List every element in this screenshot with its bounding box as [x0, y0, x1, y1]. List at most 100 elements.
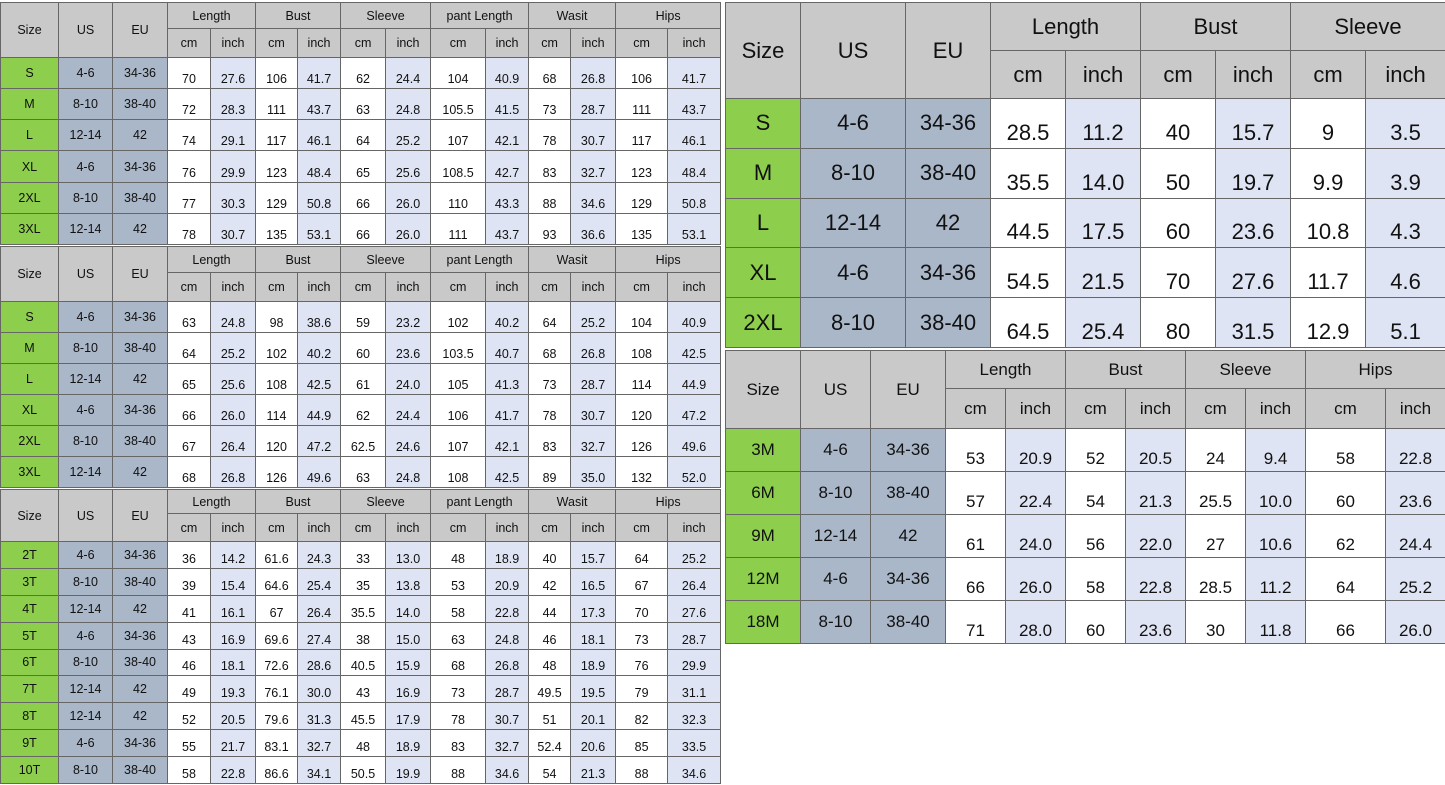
eu-size-cell: 34-36: [112, 394, 168, 426]
cm-value-cell: 43: [340, 675, 387, 704]
cm-value-cell: 83: [528, 150, 572, 183]
cm-value-cell: 111: [255, 88, 299, 121]
table-row: L 12-14 42 74 29.1 117 46.1 64 25.2 107 42.1 78 30.7…: [0, 119, 722, 152]
inch-value-cell: 23.6: [1125, 600, 1186, 644]
inch-value-cell: 20.6: [570, 729, 617, 757]
eu-size-cell: 38-40: [870, 471, 946, 515]
measure-group-header: Length: [166, 2, 257, 29]
us-size-cell: 8-10: [800, 600, 871, 644]
cm-value-cell: 40: [528, 541, 572, 569]
cm-value-cell: 73: [528, 363, 572, 395]
unit-inch-header: inch: [485, 28, 530, 58]
size-cell: M: [725, 147, 801, 199]
cm-value-cell: 62.5: [340, 425, 387, 457]
cm-value-cell: 73: [528, 88, 572, 121]
unit-cm-header: cm: [528, 272, 572, 302]
eu-size-cell: 42: [112, 119, 168, 152]
inch-value-cell: 30.3: [209, 181, 257, 214]
table-row: 2XL 8-10 38-40 64.5 25.4 80 31.5 12.9 5.1: [725, 297, 1445, 348]
header-row-units: cm inch cm inch cm inch cm inch cm inch cm inch: [1, 28, 722, 58]
table-row: 3M 4-6 34-36 53 20.9 52 20.5 24 9.4 58 22.8: [725, 428, 1445, 472]
cm-value-cell: 67: [255, 594, 299, 623]
inch-value-cell: 28.3: [209, 88, 257, 121]
eu-header: EU: [905, 2, 991, 99]
inch-value-cell: 18.1: [209, 648, 257, 677]
us-size-cell: 12-14: [58, 363, 113, 395]
inch-value-cell: 30.7: [570, 394, 617, 426]
size-cell: S: [0, 56, 59, 90]
cm-value-cell: 35.5: [990, 147, 1066, 199]
table-row: 2XL 8-10 38-40 67 26.4 120 47.2 62.5 24.6 107 42.1…: [0, 425, 722, 457]
inch-value-cell: 24.8: [209, 301, 257, 333]
eu-size-cell: 38-40: [112, 425, 168, 457]
inch-value-cell: 31.3: [297, 702, 342, 731]
eu-size-cell: 42: [870, 514, 946, 558]
measure-group-header: Hips: [615, 489, 722, 514]
cm-value-cell: 58: [167, 756, 211, 784]
cm-value-cell: 55: [167, 729, 211, 757]
size-cell: 10T: [0, 756, 59, 784]
cm-value-cell: 120: [255, 425, 299, 457]
table-row: 3T 8-10 38-40 39 15.4 64.6 25.4 35 13.8 53 20.9 42 1…: [0, 567, 722, 596]
cm-value-cell: 58: [1065, 557, 1126, 601]
cm-value-cell: 63: [430, 621, 487, 650]
cm-value-cell: 51: [528, 702, 572, 731]
measure-group-header: Wasit: [528, 246, 617, 273]
table-row: S 4-6 34-36 70 27.6 106 41.7 62 24.4 104 40.9 68 26.…: [0, 56, 722, 90]
cm-value-cell: 106: [615, 56, 669, 90]
eu-header: EU: [870, 350, 946, 429]
cm-value-cell: 54.5: [990, 247, 1066, 299]
cm-value-cell: 80: [1140, 297, 1217, 348]
unit-inch-header: inch: [667, 272, 722, 302]
table-row: 18M 8-10 38-40 71 28.0 60 23.6 30 11.8 66 26.0: [725, 600, 1445, 644]
cm-value-cell: 79.6: [255, 702, 299, 731]
cm-value-cell: 108: [255, 363, 299, 395]
cm-value-cell: 35.5: [340, 594, 387, 623]
inch-value-cell: 20.9: [1005, 428, 1066, 472]
measure-group-header: Wasit: [528, 2, 617, 29]
cm-value-cell: 54: [1065, 471, 1126, 515]
unit-inch-header: inch: [1365, 50, 1445, 99]
cm-value-cell: 67: [615, 567, 669, 596]
cm-value-cell: 64: [615, 541, 669, 569]
cm-value-cell: 64: [528, 301, 572, 333]
unit-inch-header: inch: [209, 513, 257, 542]
inch-value-cell: 22.8: [485, 594, 530, 623]
table-row: L 12-14 42 44.5 17.5 60 23.6 10.8 4.3: [725, 197, 1445, 249]
cm-value-cell: 46: [528, 621, 572, 650]
unit-inch-header: inch: [570, 513, 617, 542]
cm-value-cell: 42: [528, 567, 572, 596]
inch-value-cell: 34.1: [297, 756, 342, 784]
unit-cm-header: cm: [945, 388, 1006, 429]
inch-value-cell: 52.0: [667, 456, 722, 488]
inch-value-cell: 17.5: [1064, 197, 1142, 249]
measure-group-header: Bust: [255, 489, 342, 514]
eu-size-cell: 34-36: [112, 729, 168, 757]
inch-value-cell: 20.9: [485, 567, 530, 596]
eu-size-cell: 42: [112, 363, 168, 395]
header-row-units: cm inch cm inch cm inch cm inch cm inch cm inch: [1, 272, 722, 302]
size-cell: 2XL: [0, 425, 59, 457]
inch-value-cell: 23.6: [1385, 471, 1445, 515]
unit-inch-header: inch: [209, 272, 257, 302]
table-row: XL 4-6 34-36 66 26.0 114 44.9 62 24.4 106 41.7 78 30…: [0, 394, 722, 426]
cm-value-cell: 88: [528, 181, 572, 214]
inch-value-cell: 48.4: [667, 150, 722, 183]
inch-value-cell: 21.5: [1064, 247, 1142, 299]
inch-value-cell: 50.8: [297, 181, 342, 214]
inch-value-cell: 14.0: [385, 594, 432, 623]
size-cell: 18M: [725, 600, 801, 644]
eu-size-cell: 34-36: [905, 247, 991, 299]
inch-value-cell: 24.8: [485, 621, 530, 650]
cm-value-cell: 68: [528, 56, 572, 90]
inch-value-cell: 26.8: [209, 456, 257, 488]
cm-value-cell: 108: [430, 456, 487, 488]
us-size-cell: 8-10: [58, 756, 113, 784]
inch-value-cell: 41.7: [667, 56, 722, 90]
table-row: L 12-14 42 65 25.6 108 42.5 61 24.0 105 41.3 73 28.7…: [0, 363, 722, 395]
inch-value-cell: 24.6: [385, 425, 432, 457]
unit-cm-header: cm: [255, 513, 299, 542]
unit-cm-header: cm: [255, 272, 299, 302]
unit-cm-header: cm: [430, 272, 487, 302]
cm-value-cell: 77: [167, 181, 211, 214]
